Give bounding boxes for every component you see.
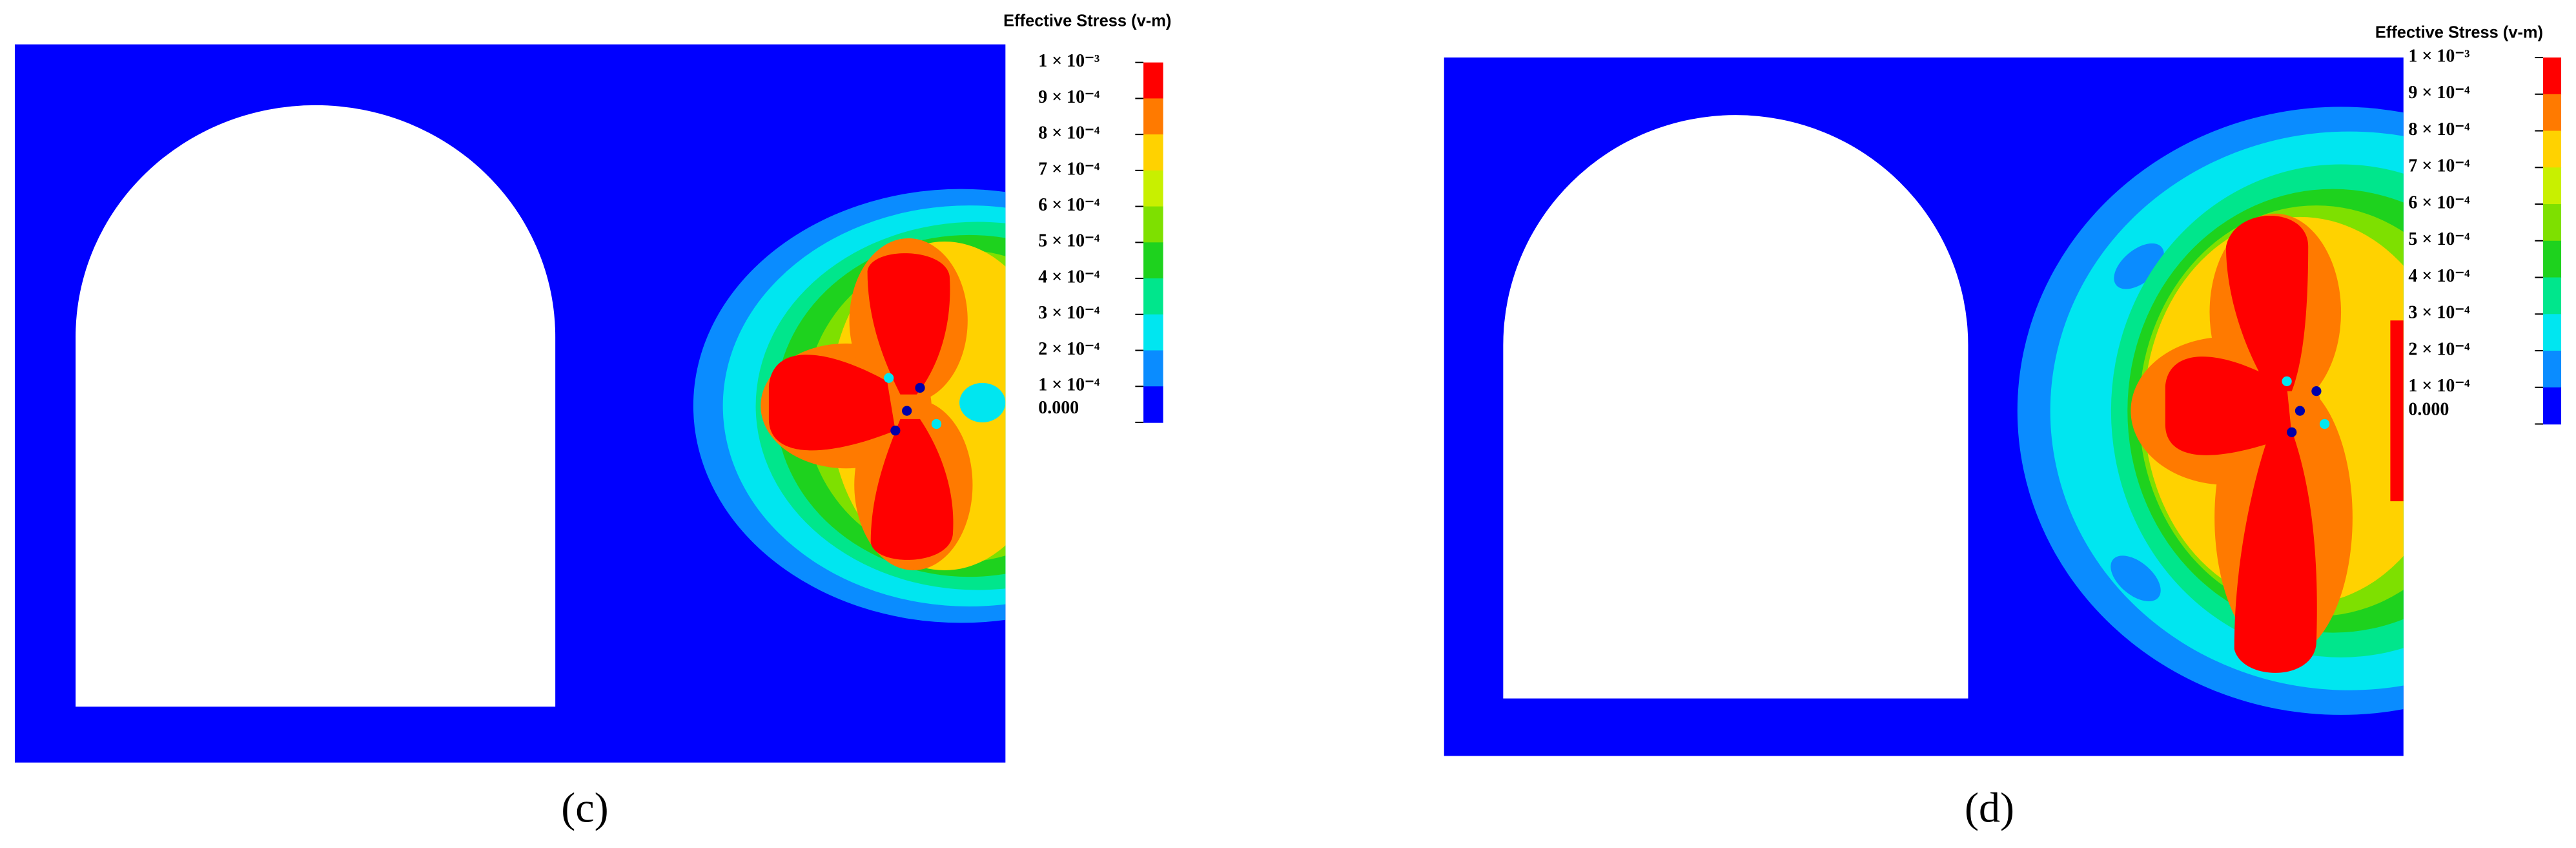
colorbar-label: 5 × 10⁻⁴	[1038, 231, 1100, 251]
colorbar-label: 1 × 10⁻³	[1038, 51, 1099, 71]
colorbar-label: 7 × 10⁻⁴	[1038, 159, 1100, 179]
colorbar-label: 0.000	[2408, 400, 2449, 420]
colorbar-band	[2543, 240, 2562, 278]
colorbar-label: 4 × 10⁻⁴	[1038, 267, 1100, 287]
colorbar-band	[1143, 350, 1163, 387]
colorbar-label: 4 × 10⁻⁴	[2408, 266, 2470, 286]
colorbar-label: 3 × 10⁻⁴	[2408, 303, 2470, 323]
colorbar-label: 8 × 10⁻⁴	[2408, 119, 2470, 140]
colorbar-band	[2543, 167, 2562, 205]
colorbar-band	[2543, 204, 2562, 242]
colorbar-band	[2543, 94, 2562, 132]
panel-label: (d)	[1965, 784, 2014, 831]
colorbar-label: 0.000	[1038, 398, 1079, 418]
colorbar-band	[1143, 314, 1163, 351]
stress-field	[693, 189, 1006, 623]
colorbar-label: 6 × 10⁻⁴	[1038, 195, 1100, 215]
colorbar-band	[2543, 314, 2562, 351]
colorbar-label: 1 × 10⁻³	[2408, 46, 2469, 66]
colorbar-band	[1143, 98, 1163, 135]
colorbar-band	[1143, 170, 1163, 207]
tunnel-opening	[76, 105, 556, 707]
colorbar-label: 1 × 10⁻⁴	[1038, 375, 1100, 395]
colorbar-label: 7 × 10⁻⁴	[2408, 156, 2470, 176]
panel-label: (c)	[561, 784, 608, 831]
contour-plot-c	[14, 44, 1006, 763]
colorbar-band	[1143, 242, 1163, 279]
colorbar-band	[1143, 62, 1163, 99]
colorbar-label: 2 × 10⁻⁴	[2408, 339, 2470, 359]
colorbar-label: 9 × 10⁻⁴	[1038, 87, 1100, 107]
colorbar-label: 9 × 10⁻⁴	[2408, 83, 2470, 103]
colorbar-band	[1143, 278, 1163, 315]
colorbar-label: 5 × 10⁻⁴	[2408, 229, 2470, 249]
colorbar-band	[1143, 386, 1163, 423]
colorbar-band	[2543, 130, 2562, 169]
colorbar-label: 6 × 10⁻⁴	[2408, 192, 2470, 212]
colorbar-band	[1143, 206, 1163, 243]
colorbar-band	[1143, 134, 1163, 171]
colorbar-band	[2543, 387, 2562, 425]
stress-field	[2017, 107, 2404, 715]
colorbar-label: 8 × 10⁻⁴	[1038, 123, 1100, 143]
colorbar-title: Effective Stress (v-m)	[2375, 24, 2543, 42]
colorbar-band	[2543, 351, 2562, 388]
contour-plot-d	[1444, 57, 2404, 756]
colorbar-title: Effective Stress (v-m)	[1003, 12, 1171, 30]
tunnel-opening	[1503, 115, 1968, 699]
colorbar-band	[2543, 57, 2562, 95]
colorbar-band	[2543, 277, 2562, 315]
colorbar-label: 3 × 10⁻⁴	[1038, 303, 1100, 323]
colorbar-label: 2 × 10⁻⁴	[1038, 339, 1100, 359]
colorbar-label: 1 × 10⁻⁴	[2408, 376, 2470, 396]
